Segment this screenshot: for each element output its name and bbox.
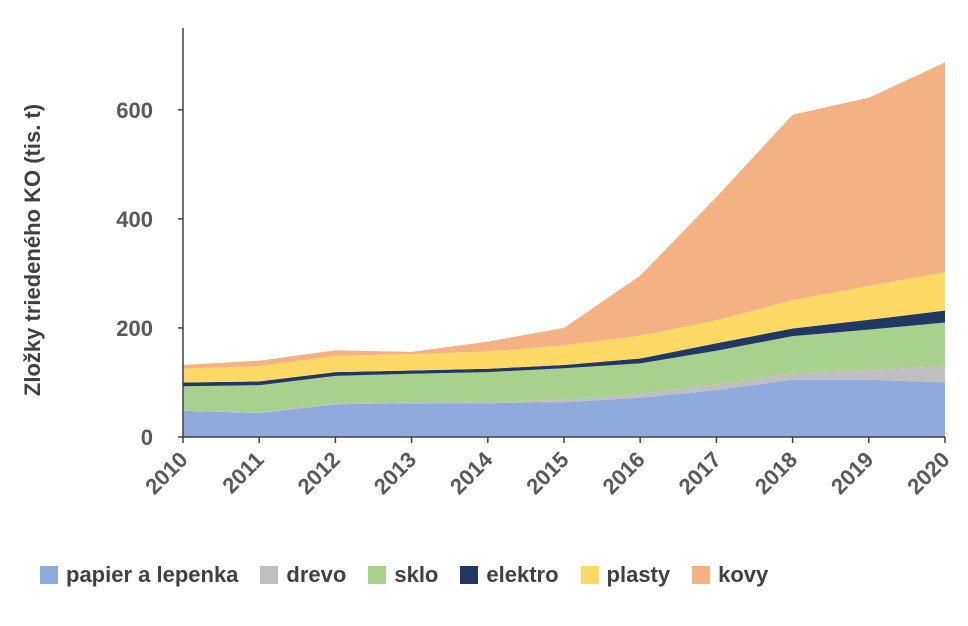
x-tick-label: 2016	[597, 447, 649, 499]
legend: papier a lepenka drevo sklo elektro plasty ko…	[40, 558, 940, 592]
y-tick-label: 200	[116, 316, 153, 341]
legend-swatch	[260, 566, 279, 584]
legend-label: papier a lepenka	[66, 562, 239, 587]
x-tick-label: 2012	[293, 447, 345, 499]
y-tick-label: 400	[116, 207, 153, 232]
x-tick-label: 2018	[750, 447, 802, 499]
legend-item: elektro	[460, 562, 559, 588]
legend-item: plasty	[580, 562, 671, 588]
x-tick-label: 2013	[369, 447, 421, 499]
legend-swatch	[580, 566, 599, 584]
area-series-kovy	[183, 62, 945, 369]
legend-swatch	[460, 566, 479, 584]
area-series-plasty	[183, 272, 945, 383]
area-series-group	[183, 62, 945, 437]
legend-swatch	[368, 566, 387, 584]
x-tick-label: 2019	[826, 447, 878, 499]
legend-label: plasty	[606, 562, 671, 587]
legend-item: kovy	[692, 562, 768, 588]
x-tick-label: 2017	[674, 447, 726, 499]
y-tick-group: 0 200 400 600	[116, 98, 183, 450]
x-tick-label: 2015	[521, 447, 573, 499]
area-series-sklo	[183, 322, 945, 413]
y-axis-title: Zložky triedeného KO (tis. t)	[20, 104, 45, 396]
legend-label: sklo	[394, 562, 439, 587]
x-tick-label: 2014	[445, 446, 498, 499]
x-tick-label: 2011	[217, 447, 268, 498]
legend-swatch	[40, 566, 58, 584]
legend-item: drevo	[260, 562, 346, 588]
legend-label: kovy	[718, 562, 769, 587]
y-tick-label: 0	[141, 425, 153, 450]
legend-label: drevo	[286, 562, 347, 587]
legend-swatch	[692, 566, 711, 584]
x-tick-label: 2010	[140, 447, 192, 499]
area-series-papier-a-lepenka	[183, 379, 945, 437]
legend-item: sklo	[368, 562, 438, 588]
area-series-drevo	[183, 366, 945, 413]
legend-item: papier a lepenka	[40, 562, 238, 588]
x-tick-group: 2010 2011 2012 2013 2014 2015 2016 2017 2018 2019…	[140, 437, 955, 499]
legend-label: elektro	[486, 562, 559, 587]
y-tick-label: 600	[116, 98, 153, 123]
x-tick-label: 2020	[902, 447, 954, 499]
